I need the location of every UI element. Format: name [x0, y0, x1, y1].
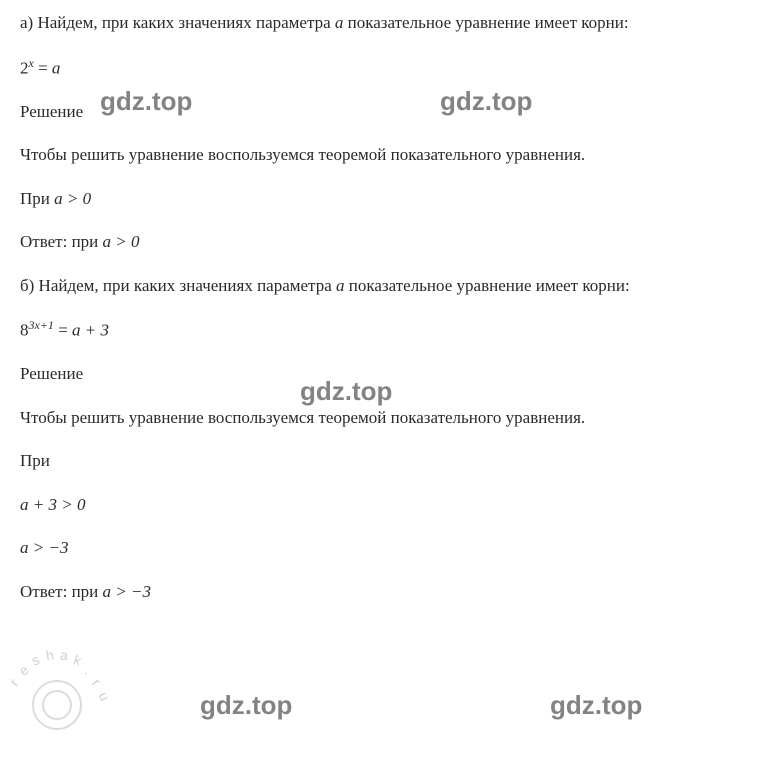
- condition-a: При a > 0: [20, 186, 760, 212]
- condition-a-expr: a > 0: [54, 189, 91, 208]
- reshak-ring-outer: [32, 680, 82, 730]
- reshak-arc-s: s: [28, 650, 43, 672]
- reshak-arc-a: a: [59, 645, 69, 667]
- formula-b-rhs: a + 3: [72, 321, 109, 340]
- reshak-arc-k: k: [71, 649, 85, 671]
- reshak-arc-h: h: [44, 644, 55, 666]
- condition-b1: a + 3 > 0: [20, 492, 760, 518]
- part-b-intro: б) Найдем, при каких значениях параметра…: [20, 273, 760, 299]
- formula-a-eq: =: [34, 58, 52, 77]
- watermark-reshak: r e s h a k . r u: [12, 640, 132, 760]
- formula-b-exp: 3x+1: [29, 318, 54, 332]
- formula-b-base: 8: [20, 321, 29, 340]
- part-b-intro-text: б) Найдем, при каких значениях параметра: [20, 276, 336, 295]
- reshak-arc-r2: r: [87, 674, 106, 691]
- answer-a-expr: a > 0: [103, 232, 140, 251]
- condition-prefix-a: При: [20, 189, 54, 208]
- formula-b: 83x+1 = a + 3: [20, 316, 760, 343]
- reshak-arc-e: e: [14, 660, 33, 681]
- part-a-intro-cont: показательное уравнение имеет корни:: [343, 13, 628, 32]
- condition-b1-expr: a + 3 > 0: [20, 495, 85, 514]
- solution-text-a: Чтобы решить уравнение воспользуемся тео…: [20, 142, 760, 168]
- formula-b-eq: =: [54, 321, 72, 340]
- answer-a: Ответ: при a > 0: [20, 229, 760, 255]
- answer-b: Ответ: при a > −3: [20, 579, 760, 605]
- formula-a-base: 2: [20, 58, 29, 77]
- solution-text-b: Чтобы решить уравнение воспользуемся тео…: [20, 405, 760, 431]
- condition-b2: a > −3: [20, 535, 760, 561]
- condition-b2-expr: a > −3: [20, 538, 68, 557]
- reshak-arc-dot: .: [80, 661, 95, 680]
- reshak-ring-inner: [42, 690, 72, 720]
- solution-heading-a: Решение: [20, 99, 760, 125]
- part-b-intro-cont: показательное уравнение имеет корни:: [345, 276, 630, 295]
- answer-b-expr: a > −3: [103, 582, 151, 601]
- reshak-arc-u: u: [93, 689, 115, 705]
- solution-heading-b: Решение: [20, 361, 760, 387]
- formula-a: 2x = a: [20, 54, 760, 81]
- watermark-4: gdz.top: [200, 686, 292, 725]
- reshak-arc-r: r: [4, 675, 24, 691]
- formula-a-rhs: a: [52, 58, 61, 77]
- answer-prefix-b: Ответ: при: [20, 582, 103, 601]
- answer-prefix-a: Ответ: при: [20, 232, 103, 251]
- condition-b-prefix: При: [20, 448, 760, 474]
- part-a-intro-text: а) Найдем, при каких значениях параметра: [20, 13, 335, 32]
- param-a-2: a: [336, 276, 345, 295]
- part-a-intro: а) Найдем, при каких значениях параметра…: [20, 10, 760, 36]
- watermark-5: gdz.top: [550, 686, 642, 725]
